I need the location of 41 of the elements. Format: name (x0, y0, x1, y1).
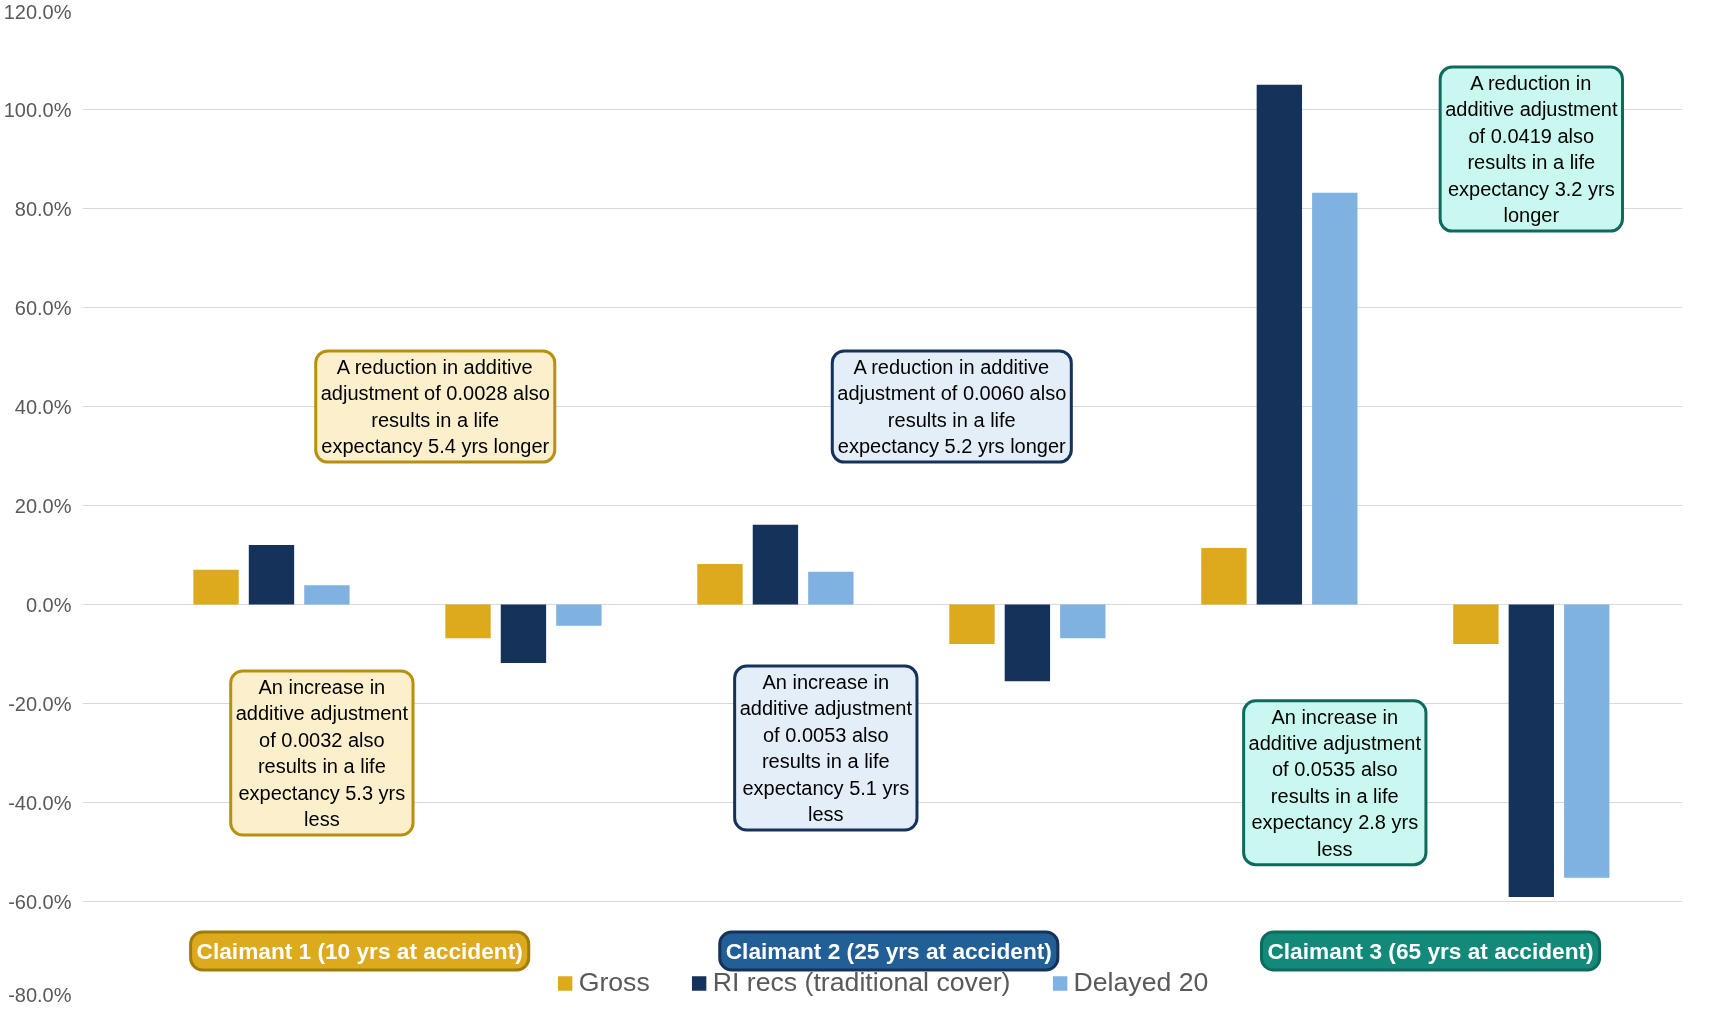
bar (1256, 84, 1303, 605)
bar (248, 545, 295, 605)
y-tick-label: 0.0% (25, 593, 72, 616)
bar (752, 524, 799, 605)
bar (697, 563, 743, 605)
y-tick-label: -20.0% (8, 692, 72, 715)
bar (556, 604, 602, 626)
y-tick-label: 40.0% (14, 395, 72, 418)
annotation: Claimant 1 (10 yrs at accident) (196, 938, 523, 964)
bar (1004, 604, 1051, 682)
bar (808, 571, 854, 605)
annotation: A reduction in additive adjustment of 0.0028 also results in a life expectancy 5.4 yrs longer (320, 355, 550, 458)
y-tick-label: -60.0% (8, 890, 72, 913)
y-tick-label: 100.0% (3, 98, 72, 121)
bar (500, 604, 547, 663)
y-tick-label: 20.0% (14, 494, 72, 517)
legend-label: Delayed 20 (1073, 967, 1209, 998)
y-tick-label: 80.0% (14, 197, 72, 220)
annotation: Claimant 2 (25 yrs at accident) (725, 938, 1052, 964)
bar (1564, 604, 1610, 878)
bar (1312, 192, 1358, 605)
bar (304, 585, 350, 605)
bar (193, 569, 239, 605)
bar (1060, 604, 1106, 639)
y-tick-label: -40.0% (8, 791, 72, 814)
annotation: Claimant 3 (65 yrs at accident) (1267, 938, 1594, 964)
y-tick-label: -80.0% (8, 983, 72, 1006)
annotation: An increase in additive adjustment of 0.0535 also results in a life expectancy 2.8 yrs less (1248, 705, 1422, 860)
bar (1508, 604, 1554, 898)
bar (445, 604, 491, 639)
legend-label: RI recs (traditional cover) (712, 967, 1011, 998)
annotation: A reduction in additive adjustment of 0.0419 also results in a life expectancy 3.2 yrs longer (1445, 72, 1618, 227)
y-tick-label: 60.0% (14, 296, 72, 319)
bar (949, 604, 995, 645)
annotation: An increase in additive adjustment of 0.0032 also results in a life expectancy 5.3 yrs less (235, 676, 409, 830)
bar (1453, 604, 1499, 645)
legend-label: Gross (578, 967, 650, 998)
annotation: A reduction in additive adjustment of 0.0060 also results in a life expectancy 5.2 yrs longer (837, 355, 1067, 458)
y-tick-label: 120.0% (3, 0, 72, 23)
annotation: An increase in additive adjustment of 0.0053 also results in a life expectancy 5.1 yrs less (739, 671, 913, 826)
bar (1201, 548, 1247, 605)
